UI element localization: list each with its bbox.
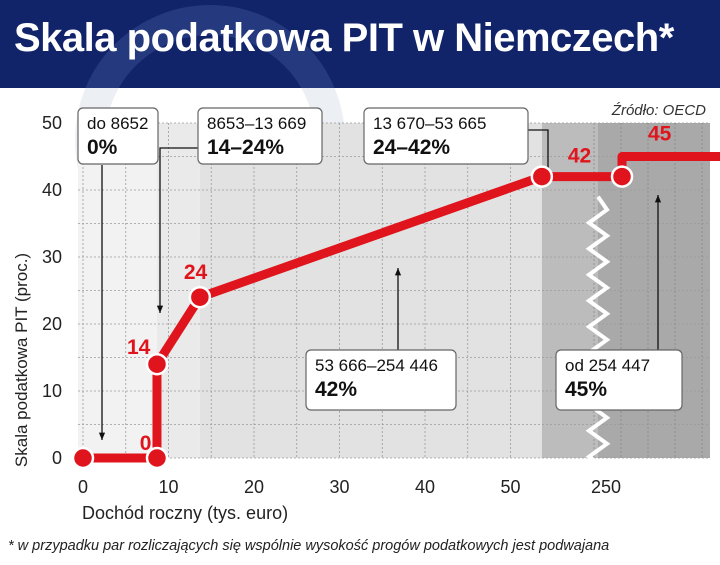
arrow-bracket-3: [528, 129, 549, 181]
callout-rate: 24–42%: [373, 136, 450, 159]
arrow-head: [156, 305, 164, 313]
callout-rate: 0%: [87, 136, 118, 159]
y-tick-label: 50: [42, 113, 62, 133]
callout-rate: 45%: [565, 378, 607, 401]
x-tick-labels: 0 10 20 30 40 50 250: [78, 477, 621, 497]
source-note: Źródło: OECD: [611, 102, 706, 119]
x-tick-label: 0: [78, 477, 88, 497]
page-title: Skala podatkowa PIT w Niemczech*: [14, 16, 674, 60]
arrow-head: [98, 432, 106, 440]
chart: 0 14 24 42 45 0 10 20 30 40 50 0 10 20 30 40 50 250 do …: [12, 88, 720, 523]
series-point: [145, 446, 169, 470]
y-axis-label: Skala podatkowa PIT (proc.): [12, 253, 31, 467]
bracket-band: [78, 123, 157, 458]
y-tick-label: 20: [42, 314, 62, 334]
callout-rate: 42%: [315, 378, 357, 401]
x-tick-label: 50: [500, 477, 520, 497]
data-labels: 0 14 24 42 45: [127, 123, 672, 456]
series-point: [71, 446, 95, 470]
footnote: * w przypadku par rozliczających się wsp…: [8, 538, 610, 554]
y-tick-labels: 0 10 20 30 40 50: [42, 113, 62, 468]
x-axis-label: Dochód roczny (tys. euro): [82, 503, 288, 523]
y-tick-label: 0: [52, 448, 62, 468]
data-label: 45: [648, 123, 672, 146]
logo-watermark: [85, 5, 335, 88]
x-tick-label: 250: [591, 477, 621, 497]
callout-box: [305, 349, 457, 411]
callout-boxes: do 8652 0% 8653–13 669 14–24% 13 670–53 665 2…: [77, 107, 683, 411]
series-point: [610, 165, 634, 188]
series-point: [145, 352, 169, 376]
callout-box: [77, 107, 159, 165]
callout-range: 53 666–254 446: [315, 356, 438, 375]
series-point: [530, 165, 554, 188]
axis-break-marker: [585, 195, 611, 472]
x-tick-label: 40: [415, 477, 435, 497]
x-tick-label: 10: [158, 477, 178, 497]
arrow-head: [394, 268, 402, 276]
break-zigzag: [585, 195, 611, 472]
callout-range: do 8652: [87, 114, 148, 133]
callout-arrows: [98, 129, 662, 440]
callout-range: od 254 447: [565, 356, 650, 375]
tax-rate-series: [71, 152, 720, 470]
header-bar: Skala podatkowa PIT w Niemczech*: [0, 0, 720, 88]
y-tick-label: 10: [42, 381, 62, 401]
callout-box: [363, 107, 529, 165]
data-label: 0: [140, 432, 152, 455]
x-tick-label: 20: [244, 477, 264, 497]
arrow-bracket-1: [159, 147, 200, 313]
arrow-head: [654, 195, 662, 203]
series-point: [188, 285, 212, 309]
data-label: 14: [127, 336, 151, 359]
x-tick-label: 30: [329, 477, 349, 497]
callout-rate: 14–24%: [207, 136, 284, 159]
callout-range: 8653–13 669: [207, 114, 306, 133]
callout-box: [197, 107, 323, 165]
callout-box: [555, 349, 683, 411]
callout-range: 13 670–53 665: [373, 114, 486, 133]
data-label: 42: [568, 145, 591, 168]
y-tick-label: 30: [42, 247, 62, 267]
y-tick-label: 40: [42, 180, 62, 200]
data-label: 24: [184, 261, 208, 284]
